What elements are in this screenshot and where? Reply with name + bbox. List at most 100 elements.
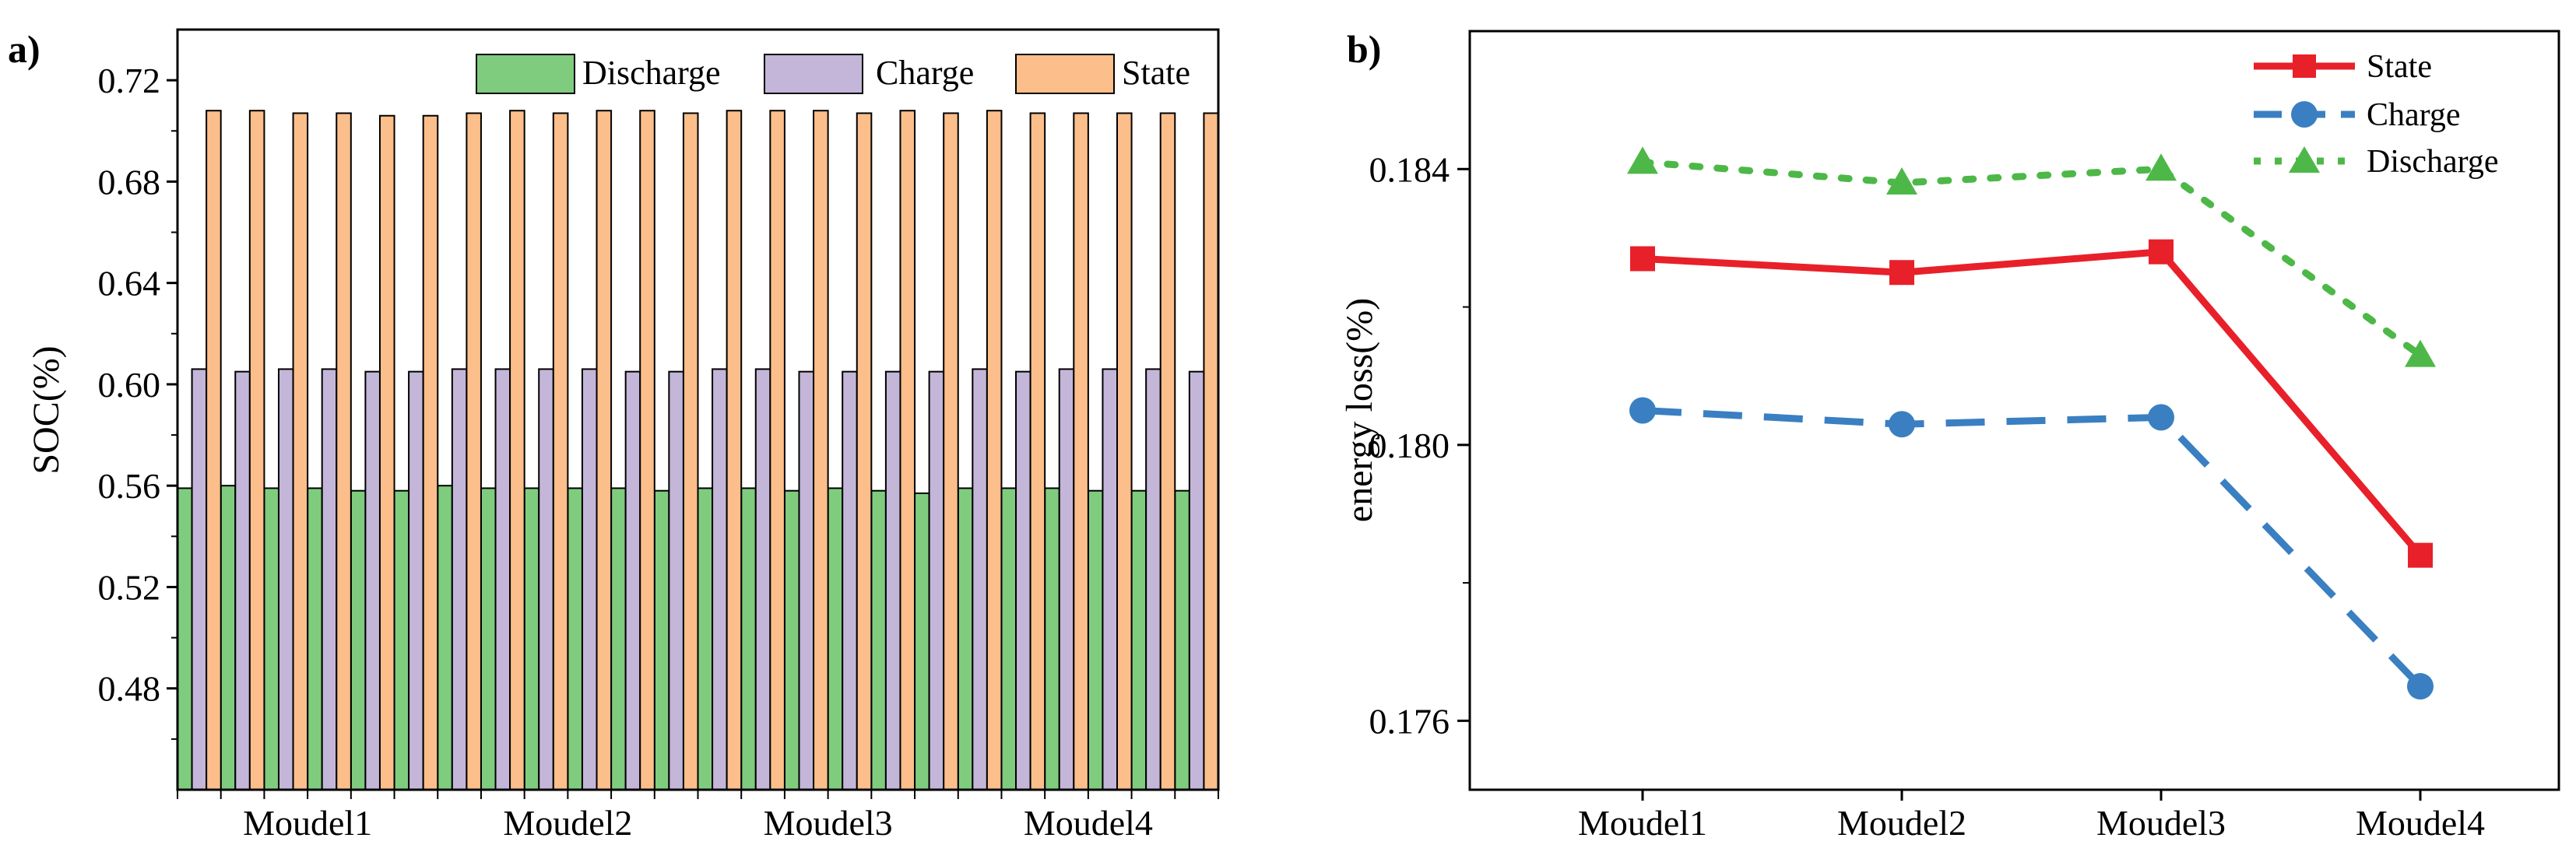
bar-state [682, 112, 699, 791]
line-state [1642, 248, 2423, 558]
legend-label-state: State [1122, 54, 1190, 92]
bar-discharge [653, 489, 670, 791]
panel-a-x-axis: Moudel1 Moudel2 Moudel3 Moudel4 [177, 790, 1219, 843]
y-tick-label: 0.176 [1369, 701, 1450, 741]
panel-a-y-axis: 0.48 0.52 0.56 0.60 0.64 0.68 0.72 [98, 61, 177, 740]
bar-state [986, 110, 1003, 791]
bar-discharge [740, 487, 757, 791]
marker-state [1630, 246, 1655, 272]
x-category-label: Moudel1 [243, 803, 372, 843]
bar-state [639, 110, 655, 791]
bar-state [509, 110, 525, 791]
bar-discharge [1087, 489, 1104, 791]
bar-discharge [307, 487, 323, 791]
bar-state [769, 110, 785, 791]
bar-charge [668, 370, 684, 791]
legend-swatch-discharge [476, 54, 575, 94]
bar-charge [234, 370, 251, 791]
panel-a-soc-bar-chart: a) 0.480.520.560.600.640.680.72 Moudel1 M… [8, 27, 1220, 843]
bar-state [1116, 112, 1133, 791]
bar-state [856, 112, 873, 791]
bar-discharge [827, 487, 844, 791]
bar-discharge [957, 487, 974, 791]
bar-charge [624, 370, 641, 791]
panel-b-legend: State Charge Discharge [2254, 49, 2499, 180]
bar-discharge [870, 489, 887, 791]
marker-state [1889, 260, 1914, 286]
marker-discharge [1886, 167, 1917, 195]
marker-charge [2407, 673, 2434, 700]
bar-state [596, 110, 613, 791]
bar-charge [712, 368, 728, 791]
line-discharge [1639, 158, 2424, 359]
bar-charge [972, 368, 988, 791]
bar-discharge [697, 487, 714, 791]
bar-state [899, 110, 916, 791]
bar-state [943, 112, 959, 791]
bar-charge [321, 368, 338, 791]
bar-state [422, 114, 439, 791]
panel-a-y-axis-title: SOC(%) [26, 345, 67, 474]
legend-label-charge-b: Charge [2367, 97, 2461, 133]
marker-charge [1889, 411, 1915, 438]
bar-state [336, 112, 352, 791]
bar-charge [1058, 368, 1075, 791]
y-tick-label: 0.52 [98, 567, 161, 607]
panel-b-plot-frame [1468, 30, 2560, 791]
marker-discharge [2145, 153, 2177, 181]
legend-swatch-charge [764, 54, 863, 94]
x-category-label: Moudel2 [503, 803, 632, 843]
bar-state [1073, 112, 1089, 791]
legend-label-discharge-b: Discharge [2367, 144, 2499, 180]
bar-charge [1102, 368, 1119, 791]
bar-charge [364, 370, 381, 791]
bar-charge [451, 368, 468, 791]
bar-discharge [263, 487, 279, 791]
bar-state [206, 110, 222, 791]
legend-label-state-b: State [2367, 49, 2432, 85]
bar-state [726, 110, 743, 791]
panel-a-label: a) [8, 27, 40, 71]
legend-label-charge: Charge [876, 54, 974, 92]
x-category-label: Moudel4 [2356, 803, 2485, 843]
bar-charge [494, 368, 511, 791]
marker-charge [2148, 404, 2174, 431]
bar-charge [1188, 370, 1205, 791]
panel-b-label: b) [1347, 27, 1381, 71]
bar-charge [842, 370, 858, 791]
bar-discharge [1130, 489, 1147, 791]
bar-discharge [783, 489, 800, 791]
bar-discharge [1174, 489, 1190, 791]
panel-a-legend: Discharge Charge State [476, 54, 1190, 94]
marker-state [2149, 239, 2174, 265]
bar-charge [277, 368, 294, 791]
bar-charge [798, 370, 815, 791]
bar-discharge [480, 487, 497, 791]
legend-label-discharge: Discharge [582, 54, 721, 92]
y-tick-label: 0.60 [98, 365, 161, 405]
x-category-label: Moudel3 [2096, 803, 2226, 843]
legend-marker-state [2293, 54, 2316, 78]
bar-charge [884, 370, 901, 791]
bar-state [552, 112, 569, 791]
bar-discharge [1000, 487, 1017, 791]
x-category-label: Moudel4 [1024, 803, 1153, 843]
bar-discharge [1044, 487, 1060, 791]
bar-state [378, 114, 395, 791]
y-tick-label: 0.184 [1369, 149, 1450, 189]
bar-discharge [393, 489, 410, 791]
bar-charge [1145, 368, 1161, 791]
marker-charge [1629, 397, 1656, 424]
bar-discharge [220, 485, 237, 791]
panel-b-y-axis-title: energy loss(%) [1339, 298, 1380, 522]
y-tick-label: 0.48 [98, 669, 161, 709]
legend-swatch-state [1015, 54, 1115, 94]
legend-marker-discharge [2289, 146, 2320, 173]
bar-charge [1015, 370, 1031, 791]
y-tick-label: 0.72 [98, 61, 161, 100]
y-tick-label: 0.64 [98, 264, 161, 303]
bar-discharge [610, 487, 627, 791]
bar-charge [538, 368, 554, 791]
x-category-label: Moudel3 [764, 803, 893, 843]
